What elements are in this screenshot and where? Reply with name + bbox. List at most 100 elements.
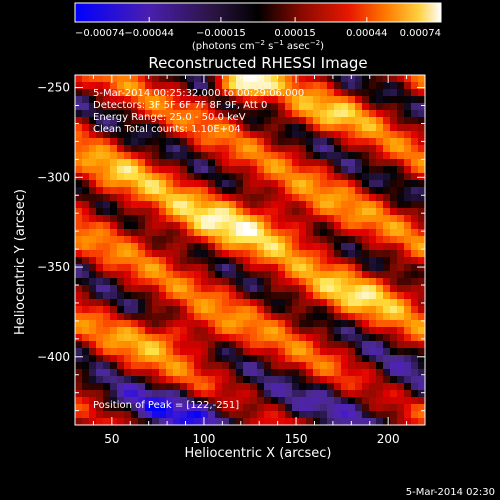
heatmap-cell [215,355,223,363]
heatmap-cell [383,103,391,111]
heatmap-cell [222,369,230,377]
heatmap-cell [187,320,195,328]
heatmap-cell [152,320,160,328]
heatmap-cell [355,103,363,111]
heatmap-cell [208,320,216,328]
heatmap-cell [313,145,321,153]
heatmap-cell [250,222,258,230]
colorbar-tick-label: 0.00015 [274,28,315,39]
heatmap-cell [215,82,223,90]
heatmap-cell [110,215,118,223]
heatmap-cell [124,222,132,230]
heatmap-cell [187,89,195,97]
heatmap-cell [292,96,300,104]
heatmap-cell [383,411,391,419]
heatmap-cell [159,159,167,167]
heatmap-cell [418,152,426,160]
heatmap-cell [138,320,146,328]
heatmap-cell [299,397,307,405]
heatmap-cell [264,166,272,174]
heatmap-cell [362,418,370,426]
heatmap-cell [278,138,286,146]
heatmap-cell [418,397,426,405]
heatmap-cell [222,194,230,202]
heatmap-cell [285,292,293,300]
heatmap-cell [299,271,307,279]
heatmap-cell [166,285,174,293]
heatmap-cell [278,152,286,160]
heatmap-cell [411,117,419,125]
heatmap-cell [278,222,286,230]
heatmap-cell [334,82,342,90]
heatmap-cell [341,292,349,300]
annotation-clean-counts: Clean Total counts: 1.10E+04 [93,124,241,135]
heatmap-cell [355,138,363,146]
heatmap-cell [215,138,223,146]
heatmap-cell [215,236,223,244]
heatmap-cell [89,320,97,328]
heatmap-cell [131,411,139,419]
heatmap-cell [215,166,223,174]
heatmap-cell [222,418,230,426]
heatmap-cell [138,299,146,307]
heatmap-cell [159,236,167,244]
heatmap-cell [152,222,160,230]
heatmap-cell [131,418,139,426]
heatmap-cell [334,418,342,426]
heatmap-cell [229,362,237,370]
heatmap-cell [222,117,230,125]
heatmap-cell [355,152,363,160]
heatmap-cell [166,411,174,419]
heatmap-cell [397,341,405,349]
heatmap-cell [152,341,160,349]
heatmap-cell [159,166,167,174]
heatmap-cell [145,369,153,377]
heatmap-cell [299,341,307,349]
heatmap-cell [306,390,314,398]
heatmap-cell [320,229,328,237]
heatmap-cell [187,159,195,167]
heatmap-cell [117,138,125,146]
heatmap-cell [243,292,251,300]
heatmap-cell [159,299,167,307]
heatmap-cell [299,173,307,181]
heatmap-cell [348,250,356,258]
heatmap-cell [208,222,216,230]
annotation-peak-position: Position of Peak = [122,-251] [93,400,239,411]
heatmap-cell [376,397,384,405]
heatmap-image [75,75,426,426]
heatmap-cell [285,208,293,216]
heatmap-cell [75,236,83,244]
heatmap-cell [201,341,209,349]
heatmap-cell [243,229,251,237]
heatmap-cell [257,110,265,118]
heatmap-cell [292,236,300,244]
heatmap-cell [376,103,384,111]
heatmap-cell [229,306,237,314]
heatmap-cell [215,131,223,139]
heatmap-cell [397,404,405,412]
heatmap-cell [313,152,321,160]
heatmap-cell [117,264,125,272]
heatmap-cell [376,292,384,300]
heatmap-cell [243,257,251,265]
heatmap-cell [124,187,132,195]
heatmap-cell [117,103,125,111]
heatmap-cell [124,257,132,265]
heatmap-cell [264,285,272,293]
heatmap-cell [138,390,146,398]
heatmap-cell [236,327,244,335]
heatmap-cell [103,327,111,335]
heatmap-cell [159,96,167,104]
heatmap-cell [383,117,391,125]
heatmap-cell [131,341,139,349]
heatmap-cell [313,285,321,293]
heatmap-cell [229,292,237,300]
heatmap-cell [187,75,195,83]
heatmap-cell [138,236,146,244]
heatmap-cell [278,236,286,244]
heatmap-cell [117,404,125,412]
heatmap-cell [299,152,307,160]
heatmap-cell [404,96,412,104]
heatmap-cell [89,173,97,181]
